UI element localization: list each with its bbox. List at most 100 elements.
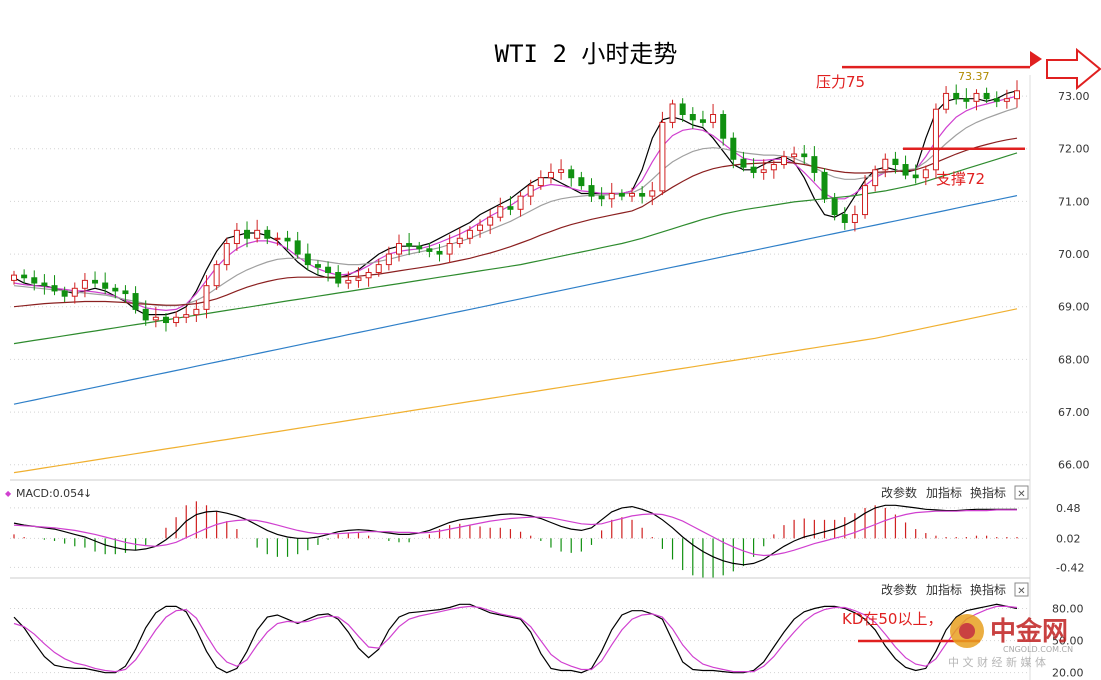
last-price-label: 73.37 — [958, 70, 990, 83]
price-tick-label: 69.00 — [1058, 301, 1090, 314]
kd-change-params-button[interactable]: 改参数 — [881, 582, 917, 597]
resistance-arrow-head — [1030, 51, 1042, 67]
candle-body — [466, 229, 473, 239]
watermark-slogan: 中 文 财 经 新 媒 体 — [948, 655, 1046, 669]
candle-body — [547, 171, 554, 179]
price-grid — [10, 95, 1030, 466]
candle-body — [1014, 90, 1020, 100]
macd-dea-line — [13, 509, 1017, 557]
candle-body — [689, 114, 696, 121]
kd-lines — [13, 603, 1018, 674]
macd-down-arrow-icon: ↓ — [83, 487, 92, 500]
candle-body — [740, 158, 747, 168]
candle-body — [345, 279, 352, 284]
candle-body — [426, 248, 433, 252]
candle-body — [537, 177, 544, 187]
candle-body — [254, 229, 261, 239]
candle-body — [791, 153, 798, 158]
candle-body — [142, 308, 149, 321]
macd-close-icon[interactable]: ✕ — [1017, 489, 1025, 500]
candle-body — [912, 174, 919, 179]
macd-add-indicator-button[interactable]: 加指标 — [926, 485, 962, 500]
kd-tick-label: 20.00 — [1052, 667, 1084, 680]
candle-body — [831, 198, 838, 216]
candle-body — [132, 293, 139, 310]
candle-body — [963, 98, 970, 102]
candle-body — [801, 153, 808, 158]
candle-body — [851, 214, 858, 223]
candle-body — [588, 185, 595, 197]
candle-body — [811, 156, 818, 173]
candle-body — [152, 316, 159, 321]
candle-body — [233, 229, 240, 245]
macd-diamond-icon: ◆ — [5, 489, 12, 498]
macd-y-axis: 0.48 0.02 -0.42 — [1056, 502, 1084, 574]
candle-body — [932, 108, 939, 171]
candle-body — [517, 195, 524, 210]
macd-switch-indicator-button[interactable]: 换指标 — [970, 485, 1006, 500]
kd-y-axis: 80.00 50.00 20.00 — [1052, 603, 1084, 680]
candle-body — [487, 216, 494, 226]
candle-body — [223, 243, 230, 266]
candle-body — [659, 121, 666, 192]
candle-body — [335, 272, 342, 284]
candle-body — [355, 277, 362, 281]
kd-close-icon[interactable]: ✕ — [1017, 586, 1025, 597]
candle-body — [274, 237, 281, 240]
candle-body — [750, 166, 757, 173]
candle-body — [892, 158, 899, 166]
candle-body — [629, 193, 636, 197]
candle-body — [264, 229, 271, 239]
candlesticks — [11, 80, 1020, 332]
candle-body — [395, 243, 402, 255]
candle-body — [41, 282, 48, 287]
candle-body — [608, 193, 615, 200]
support-label: 支撑72 — [936, 170, 985, 188]
candle-body — [568, 169, 575, 179]
candle-body — [193, 308, 200, 316]
candle-body — [213, 264, 220, 287]
price-tick-label: 68.00 — [1058, 353, 1090, 366]
candle-body — [943, 92, 950, 110]
candle-body — [112, 287, 119, 292]
price-tick-label: 72.00 — [1058, 143, 1090, 156]
candle-body — [456, 237, 463, 245]
candle-body — [203, 285, 210, 310]
candle-body — [953, 92, 960, 100]
candle-body — [92, 279, 99, 284]
kd-d-line — [13, 605, 1018, 673]
macd-label: MACD:0.054 — [16, 487, 84, 500]
price-tick-label: 71.00 — [1058, 195, 1090, 208]
macd-panel: 0.48 0.02 -0.42 ◆ MACD:0.054 ↓ 改参数 加指标 换指标… — [5, 479, 1084, 578]
candle-body — [71, 287, 78, 297]
candle-body — [162, 316, 169, 324]
candle-body — [598, 195, 605, 200]
candle-body — [902, 164, 909, 176]
moving-average-line — [13, 90, 1018, 316]
candle-body — [244, 229, 251, 239]
candle-body — [618, 193, 625, 197]
candle-body — [325, 266, 332, 274]
price-panel: 73.00 72.00 71.00 70.00 69.00 68.00 67.00 66.00… — [10, 40, 1101, 680]
macd-close-icon-box[interactable] — [1014, 485, 1029, 500]
moving-average-line — [13, 152, 1018, 345]
candle-body — [304, 253, 311, 266]
resistance-outline-arrow-icon — [1046, 47, 1101, 91]
price-tick-label: 67.00 — [1058, 406, 1090, 419]
candle-body — [284, 237, 291, 242]
candle-body — [527, 185, 534, 197]
kd-k-line — [13, 603, 1018, 674]
macd-change-params-button[interactable]: 改参数 — [881, 485, 917, 500]
candle-body — [770, 164, 777, 171]
candle-body — [446, 243, 453, 255]
price-y-axis: 73.00 72.00 71.00 70.00 69.00 68.00 67.00 66.00 — [1058, 90, 1090, 472]
macd-tick-label: 0.02 — [1056, 532, 1081, 545]
kd-close-icon-box[interactable] — [1014, 582, 1029, 597]
candle-body — [841, 214, 848, 223]
kd-add-indicator-button[interactable]: 加指标 — [926, 582, 962, 597]
kd-switch-indicator-button[interactable]: 换指标 — [970, 582, 1006, 597]
candle-body — [81, 279, 88, 289]
candle-body — [173, 316, 180, 324]
candle-body — [102, 282, 109, 289]
price-tick-label: 66.00 — [1058, 459, 1090, 472]
